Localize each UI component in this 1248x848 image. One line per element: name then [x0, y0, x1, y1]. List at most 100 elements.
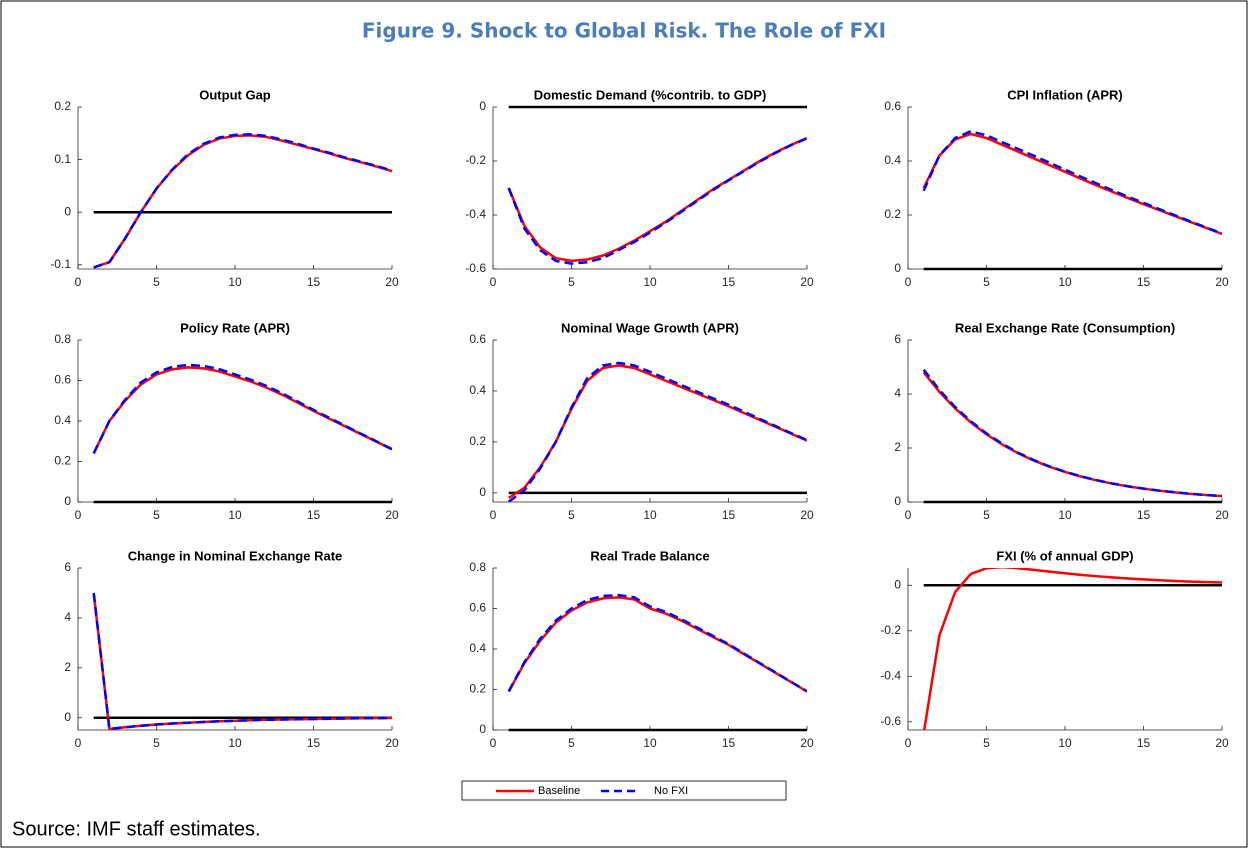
y-tick-label: 0.2 — [469, 682, 486, 696]
y-tick-label: -0.4 — [465, 207, 486, 221]
y-tick-label: 0.8 — [54, 332, 71, 346]
y-tick-label: 0 — [64, 710, 71, 724]
x-tick-label: 10 — [643, 275, 657, 289]
subplot-title: CPI Inflation (APR) — [1007, 87, 1123, 102]
data-line — [922, 568, 1222, 730]
data-line — [92, 366, 392, 454]
x-tick-label: 15 — [307, 736, 321, 750]
y-tick-label: 0 — [479, 485, 486, 499]
y-tick-label: 0 — [479, 722, 486, 736]
subplot-title: Domestic Demand (%contrib. to GDP) — [534, 87, 767, 102]
data-line — [93, 133, 392, 269]
x-tick-label: 20 — [1215, 508, 1229, 522]
y-tick-label: 6 — [894, 332, 901, 346]
x-tick-label: 5 — [983, 275, 990, 289]
x-tick-label: 5 — [983, 736, 990, 750]
x-tick-label: 10 — [1058, 275, 1072, 289]
x-tick-label: 0 — [75, 736, 82, 750]
legend-label: No FXI — [654, 785, 688, 797]
y-tick-label: 6 — [64, 560, 71, 574]
x-tick-label: 0 — [490, 736, 497, 750]
x-tick-label: 15 — [722, 736, 736, 750]
y-tick-label: 0.4 — [54, 413, 71, 427]
subplot-title: FXI (% of annual GDP) — [996, 548, 1133, 563]
x-tick-label: 15 — [1137, 736, 1151, 750]
subplot: Policy Rate (APR) 0 0.2 0.4 0.6 0.8 0 5 10 15 20 — [54, 320, 399, 522]
y-tick-label: 4 — [894, 386, 901, 400]
subplot: Real Trade Balance 0 0.2 0.4 0.6 0.8 0 5 10 15 20 — [469, 548, 814, 750]
y-tick-label: 2 — [64, 660, 71, 674]
y-tick-label: 0.2 — [884, 207, 901, 221]
x-tick-label: 0 — [905, 508, 912, 522]
x-tick-label: 5 — [153, 736, 160, 750]
y-tick-label: 0 — [894, 577, 901, 591]
x-tick-label: 5 — [568, 275, 575, 289]
x-tick-label: 0 — [75, 508, 82, 522]
data-line — [507, 593, 807, 693]
data-line — [508, 364, 807, 499]
x-tick-label: 5 — [153, 508, 160, 522]
legend-label: Baseline — [538, 785, 580, 797]
y-tick-label: -0.4 — [880, 668, 901, 682]
subplot: Nominal Wage Growth (APR) 0 0.2 0.4 0.6 0 5 10 1… — [469, 320, 814, 522]
data-line — [507, 137, 807, 265]
subplot-title: Real Trade Balance — [590, 548, 709, 563]
x-tick-label: 15 — [1137, 508, 1151, 522]
y-tick-label: 0.6 — [884, 99, 901, 113]
y-tick-label: 0 — [894, 261, 901, 275]
y-tick-label: 0.4 — [469, 641, 486, 655]
x-tick-label: 5 — [153, 275, 160, 289]
subplot: Domestic Demand (%contrib. to GDP) -0.6 -0… — [465, 87, 814, 289]
x-tick-label: 0 — [905, 275, 912, 289]
x-tick-label: 5 — [983, 508, 990, 522]
subplot-title: Real Exchange Rate (Consumption) — [955, 320, 1175, 335]
x-tick-label: 15 — [722, 508, 736, 522]
subplot: Output Gap -0.1 0 0.1 0.2 0 5 10 15 20 — [50, 87, 399, 289]
x-tick-label: 20 — [800, 736, 814, 750]
x-tick-label: 20 — [385, 275, 399, 289]
x-tick-label: 0 — [905, 736, 912, 750]
data-line — [922, 368, 1222, 498]
x-tick-label: 10 — [1058, 736, 1072, 750]
y-tick-label: 0.1 — [54, 152, 71, 166]
y-tick-label: 2 — [894, 440, 901, 454]
x-tick-label: 20 — [1215, 275, 1229, 289]
x-tick-label: 10 — [643, 736, 657, 750]
data-line — [922, 130, 1222, 235]
y-tick-label: 0.2 — [54, 454, 71, 468]
legend-box — [461, 780, 787, 801]
y-tick-label: 0.8 — [469, 560, 486, 574]
data-line — [92, 592, 392, 730]
subplot-title: Change in Nominal Exchange Rate — [128, 548, 343, 563]
y-tick-label: 0.6 — [54, 373, 71, 387]
x-tick-label: 0 — [490, 275, 497, 289]
x-tick-label: 5 — [568, 508, 575, 522]
subplot-title: Policy Rate (APR) — [180, 320, 290, 335]
x-tick-label: 20 — [800, 508, 814, 522]
subplot-title: Nominal Wage Growth (APR) — [561, 320, 739, 335]
y-tick-label: 0 — [894, 494, 901, 508]
y-tick-label: 4 — [64, 610, 71, 624]
y-tick-label: -0.2 — [880, 623, 901, 637]
x-tick-label: 10 — [228, 275, 242, 289]
x-tick-label: 15 — [307, 508, 321, 522]
x-tick-label: 20 — [1215, 736, 1229, 750]
y-tick-label: 0.4 — [469, 383, 486, 397]
x-tick-label: 10 — [228, 508, 242, 522]
y-tick-label: -0.6 — [880, 714, 901, 728]
y-tick-label: 0.6 — [469, 601, 486, 615]
subplot: Change in Nominal Exchange Rate 0 2 4 6 0 5 10 1… — [64, 548, 399, 750]
x-tick-label: 5 — [568, 736, 575, 750]
x-tick-label: 10 — [1058, 508, 1072, 522]
x-tick-label: 10 — [643, 508, 657, 522]
y-tick-label: 0.2 — [54, 99, 71, 113]
y-tick-label: 0 — [64, 494, 71, 508]
x-tick-label: 0 — [490, 508, 497, 522]
y-tick-label: 0.2 — [469, 434, 486, 448]
y-tick-label: -0.2 — [465, 153, 486, 167]
y-tick-label: 0.6 — [469, 332, 486, 346]
y-tick-label: 0 — [479, 99, 486, 113]
x-tick-label: 15 — [1137, 275, 1151, 289]
x-tick-label: 0 — [75, 275, 82, 289]
